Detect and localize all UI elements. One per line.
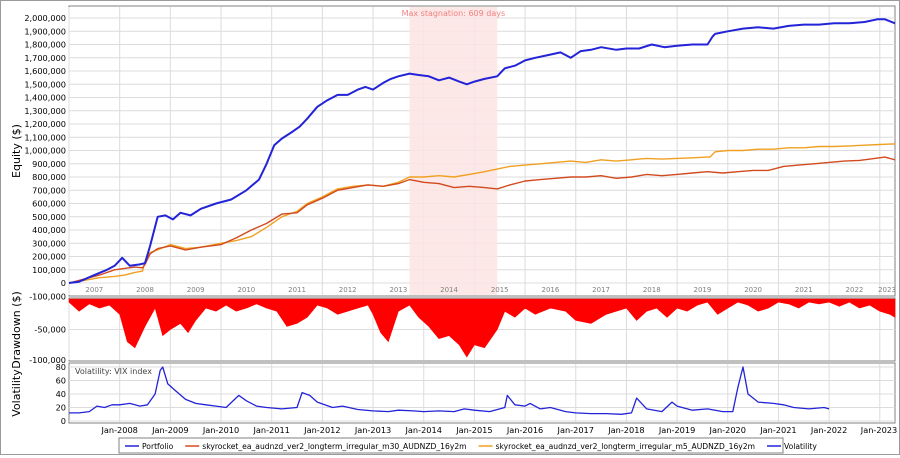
- x-tick-label: Jan-2023: [860, 425, 897, 435]
- y-tick-label: 1,700,000: [24, 53, 66, 63]
- year-label: 2009: [187, 286, 205, 294]
- year-label: 2007: [85, 286, 103, 294]
- y-tick-label: 1,100,000: [24, 132, 66, 142]
- drawdown-area-group: [68, 298, 896, 358]
- x-tick-label: Jan-2010: [202, 425, 239, 435]
- y-tick-label: 600,000: [32, 199, 66, 209]
- y-tick-label: 20: [56, 403, 66, 413]
- stagnation-band-group: Max stagnation: 609 days: [402, 7, 506, 295]
- y-tick-label: 1,400,000: [24, 93, 66, 103]
- y-tick-label: 700,000: [32, 185, 66, 195]
- y-tick-label: 80: [56, 362, 66, 372]
- x-tick-label: Jan-2021: [759, 425, 796, 435]
- x-tick-label: Jan-2014: [405, 425, 442, 435]
- equity-y-axis-label: Equity ($): [10, 124, 23, 178]
- x-tick-label: Jan-2020: [709, 425, 746, 435]
- max-stagnation-band: [409, 7, 498, 295]
- year-label: 2019: [694, 286, 712, 294]
- volatility-grid: [69, 364, 895, 422]
- year-label: 2018: [643, 286, 661, 294]
- legend-item-label: Volatility: [784, 442, 817, 451]
- year-label: 2016: [541, 286, 559, 294]
- x-tick-label: Jan-2015: [455, 425, 492, 435]
- x-tick-label: Jan-2017: [557, 425, 594, 435]
- legend: Portfolio skyrocket_ea_audnzd_ver2_longte…: [125, 442, 817, 451]
- year-label: 2021: [795, 286, 813, 294]
- y-tick-label: 900,000: [32, 159, 66, 169]
- y-tick-label: 0: [61, 278, 66, 288]
- equity-grid: [68, 7, 895, 295]
- volatility-y-axis-label: Volatility: [10, 369, 23, 417]
- y-tick-label: -100,000: [29, 355, 66, 365]
- year-label: 2013: [389, 286, 407, 294]
- x-tick-label: Jan-2009: [151, 425, 188, 435]
- legend-item-label: Portfolio: [142, 442, 174, 451]
- y-tick-label: 1,300,000: [24, 106, 66, 116]
- x-tick-label: Jan-2012: [303, 425, 340, 435]
- equity-y-ticks: -100,000 0 100,000 200,000 300,000 400,000 500…: [24, 13, 66, 301]
- drawdown-y-axis-label: Drawdown ($): [10, 291, 23, 369]
- year-label: 2015: [491, 286, 509, 294]
- series-line-skyrocket-ea-audnzd-ver2-longterm-irregular-m30-audnzd-16y2m: [68, 156, 896, 284]
- y-tick-label: 500,000: [32, 212, 66, 222]
- volatility-panel-title: Volatility: VIX index: [75, 367, 152, 376]
- x-tick-label: Jan-2008: [100, 425, 137, 435]
- x-tick-label: Jan-2018: [607, 425, 644, 435]
- series-line-portfolio: [68, 18, 896, 284]
- date-x-ticks: Jan-2008 Jan-2009 Jan-2010 Jan-2011 Jan-2012…: [100, 425, 897, 435]
- volatility-series-group: [69, 366, 830, 415]
- y-tick-label: 200,000: [32, 252, 66, 262]
- y-tick-label: 400,000: [32, 225, 66, 235]
- max-stagnation-label: Max stagnation: 609 days: [402, 9, 506, 18]
- legend-item-label: skyrocket_ea_audnzd_ver2_longterm_irregu…: [496, 442, 755, 451]
- y-tick-label: 1,900,000: [24, 26, 66, 36]
- legend-box: [118, 437, 784, 454]
- year-label: 2011: [288, 286, 306, 294]
- x-tick-label: Jan-2011: [252, 425, 289, 435]
- year-label: 2008: [136, 286, 154, 294]
- y-tick-label: 1,200,000: [24, 119, 66, 129]
- y-tick-label: 800,000: [32, 172, 66, 182]
- drawdown-y-ticks: -100,000 -50,000: [29, 325, 66, 366]
- volatility-y-ticks: 0 20 40 60 80: [56, 362, 66, 426]
- x-tick-label: Jan-2022: [810, 425, 847, 435]
- y-tick-label: -50,000: [34, 325, 66, 335]
- y-tick-label: 60: [56, 376, 66, 386]
- year-label: 2012: [339, 286, 357, 294]
- y-tick-label: -100,000: [29, 291, 66, 301]
- y-tick-label: 1,600,000: [24, 66, 66, 76]
- series-line-volatility: [69, 366, 830, 415]
- y-tick-label: 40: [56, 389, 66, 399]
- x-tick-label: Jan-2019: [658, 425, 695, 435]
- series-line-skyrocket-ea-audnzd-ver2-longterm-irregular-m5-audnzd-16y2m: [68, 143, 896, 284]
- year-label: 2017: [592, 286, 610, 294]
- y-tick-label: 100,000: [32, 265, 66, 275]
- x-tick-label: Jan-2016: [506, 425, 543, 435]
- y-tick-label: 1,800,000: [24, 40, 66, 50]
- year-label: 2022: [846, 286, 864, 294]
- y-tick-label: 0: [61, 416, 66, 426]
- y-tick-label: 1,000,000: [24, 146, 66, 156]
- equity-series-group: [68, 18, 896, 284]
- volatility-panel: [68, 362, 896, 424]
- legend-item-label: skyrocket_ea_audnzd_ver2_longterm_irregu…: [202, 442, 466, 451]
- x-tick-label: Jan-2013: [354, 425, 391, 435]
- year-label: 2014: [440, 286, 458, 294]
- year-label: 2010: [237, 286, 255, 294]
- equity-year-labels: 2007 2008 2009 2010 2011 2012 2013 2014 2015 2016…: [85, 286, 895, 294]
- y-tick-label: 300,000: [32, 238, 66, 248]
- year-label: 2023: [878, 286, 896, 294]
- year-label: 2020: [744, 286, 762, 294]
- y-tick-label: 1,500,000: [24, 79, 66, 89]
- drawdown-area: [68, 298, 896, 358]
- y-tick-label: 2,000,000: [24, 13, 66, 23]
